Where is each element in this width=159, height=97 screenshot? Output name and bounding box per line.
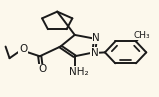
Text: O: O: [19, 44, 27, 55]
Text: N: N: [92, 33, 100, 43]
Text: N: N: [91, 48, 98, 58]
Text: CH₃: CH₃: [133, 31, 150, 40]
Text: NH₂: NH₂: [69, 67, 89, 77]
Text: O: O: [38, 64, 47, 74]
